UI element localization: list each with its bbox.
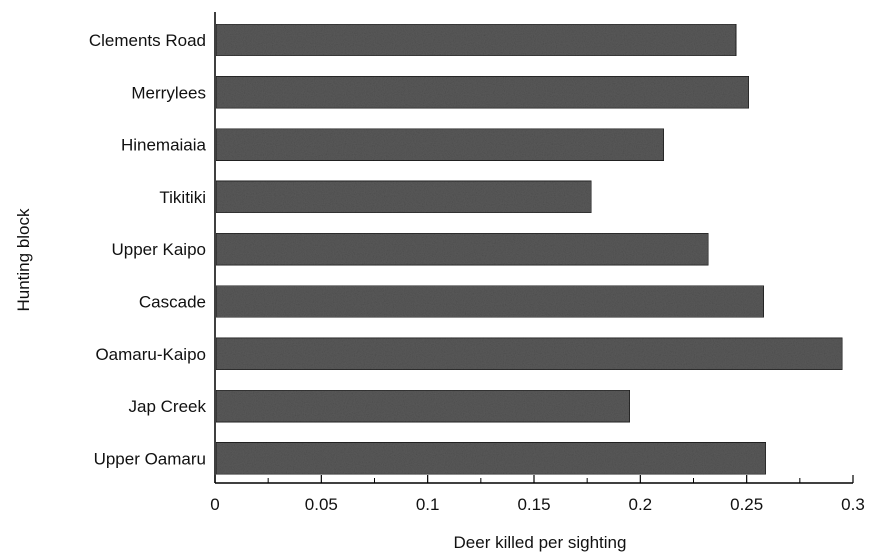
bar-cascade	[215, 285, 765, 318]
x-tick-label: 0.1	[416, 495, 440, 514]
category-label-upper-kaipo: Upper Kaipo	[111, 240, 206, 259]
category-label-cascade: Cascade	[139, 293, 206, 312]
x-axis-ticks: 0 0.05 0.1 0.15 0.2 0.25 0.3	[210, 475, 865, 514]
category-label-jap-creek: Jap Creek	[129, 397, 207, 416]
x-tick-label: 0.25	[730, 495, 763, 514]
category-label-clements-road: Clements Road	[89, 31, 206, 50]
bar-merrylees	[215, 75, 750, 109]
x-tick-label: 0	[210, 495, 219, 514]
category-label-hinemaiaia: Hinemaiaia	[121, 136, 207, 155]
category-label-tikitiki: Tikitiki	[159, 188, 206, 207]
bar-jap-creek	[215, 389, 631, 423]
category-label-merrylees: Merrylees	[131, 83, 206, 102]
bar-tikitiki	[215, 180, 592, 214]
bar-upper-kaipo	[215, 232, 709, 266]
bar-oamaru-kaipo	[215, 337, 843, 371]
y-axis-title: Hunting block	[14, 208, 33, 312]
bar-clements-road	[215, 23, 737, 57]
x-tick-label: 0.05	[305, 495, 338, 514]
bars-group	[215, 23, 843, 475]
category-labels: Clements Road Merrylees Hinemaiaia Tikitiki…	[89, 31, 207, 468]
x-axis-title: Deer killed per sighting	[454, 533, 627, 552]
x-tick-label: 0.15	[517, 495, 550, 514]
x-tick-label: 0.2	[629, 495, 653, 514]
category-label-oamaru-kaipo: Oamaru-Kaipo	[95, 345, 206, 364]
bar-upper-oamaru	[215, 441, 767, 475]
category-label-upper-oamaru: Upper Oamaru	[94, 449, 206, 468]
bar-hinemaiaia	[215, 128, 665, 162]
x-tick-label: 0.3	[841, 495, 865, 514]
